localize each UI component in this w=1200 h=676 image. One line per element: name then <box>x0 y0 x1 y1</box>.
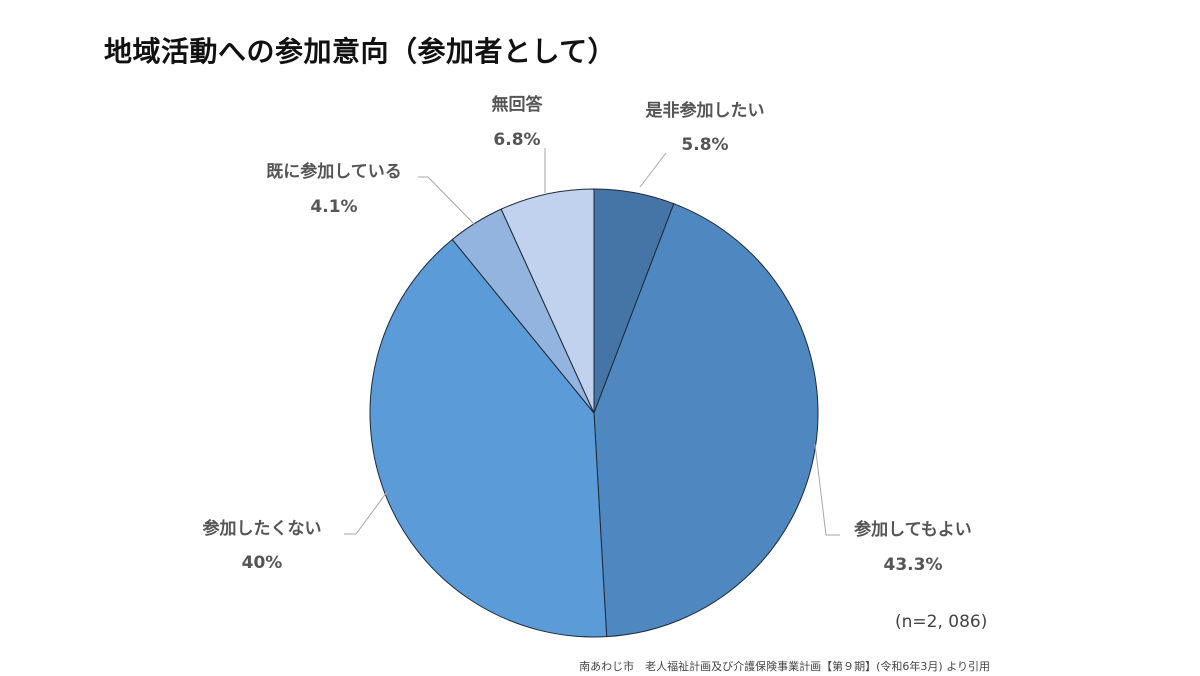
slice-category-label: 既に参加している <box>266 161 402 182</box>
leader-line <box>814 443 840 536</box>
leader-line <box>344 491 388 535</box>
chart-title: 地域活動への参加意向（参加者として） <box>104 35 617 68</box>
slice-category-label: 無回答 <box>492 94 544 115</box>
sample-size-note: (n=2, 086) <box>895 612 988 632</box>
slice-value-label: 40% <box>242 553 283 573</box>
slice-category-label: 是非参加したい <box>646 100 765 121</box>
slice-value-label: 6.8% <box>493 130 540 150</box>
slice-category-label: 参加したくない <box>203 518 322 539</box>
slice-value-label: 4.1% <box>310 197 357 217</box>
slice-value-label: 43.3% <box>884 555 943 575</box>
leader-lines <box>344 148 840 536</box>
leader-line <box>639 152 667 188</box>
slice-labels: 是非参加したい 5.8% 参加してもよい 43.3% 参加したくない 40% 既に参加してい… <box>203 94 972 575</box>
leader-line <box>418 176 477 227</box>
source-citation: 南あわじ市 老人福祉計画及び介護保険事業計画【第９期】(令和6年3月) より引用 <box>579 660 990 673</box>
slice-value-label: 5.8% <box>681 135 728 155</box>
pie-slices <box>369 188 819 638</box>
slice-category-label: 参加してもよい <box>854 519 972 540</box>
pie-slice <box>500 188 595 414</box>
